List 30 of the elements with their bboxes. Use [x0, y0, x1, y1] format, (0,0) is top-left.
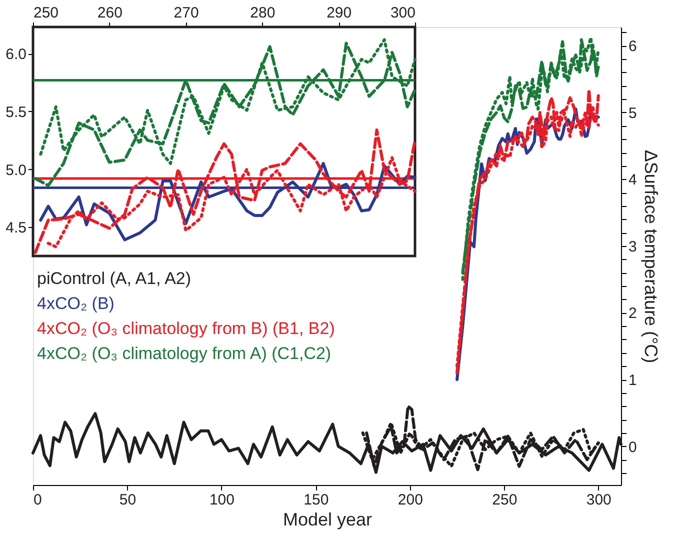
y-tick-label: 4 [628, 172, 637, 189]
y-tick-label: 2 [628, 305, 637, 322]
x-tick-label: 300 [390, 4, 416, 22]
x-tick-label: 250 [34, 4, 59, 22]
x-tick-label: 290 [326, 4, 352, 22]
x-tick-label: 150 [304, 492, 329, 508]
x-tick-label: 100 [209, 492, 234, 508]
x-tick-label: 300 [586, 492, 612, 508]
x-tick-label: 260 [97, 4, 122, 22]
y-axis-title: ΔSurface temperature (°C) [640, 150, 661, 364]
text: 4xCO₂ (O₃ climatology from A) (C1,C2) [37, 344, 332, 363]
text: piControl (A, A1, A2) [37, 269, 192, 288]
text: 4xCO₂ (B) [37, 294, 114, 313]
y-tick-label: 5.5 [6, 104, 26, 121]
text: 4xCO₂ (O₃ climatology from B) (B1, B2) [37, 319, 335, 338]
y-tick-label: 0 [628, 438, 637, 456]
y-tick-label: 5.0 [6, 162, 26, 179]
y-tick-label: 6.0 [6, 46, 26, 64]
x-tick-label: 250 [492, 492, 518, 508]
y-tick-label: 6 [628, 38, 637, 56]
x-tick-label: 200 [398, 492, 423, 508]
y-tick-label: 1 [628, 372, 637, 390]
y-tick-label: 5 [628, 104, 637, 122]
x-tick-label: 270 [174, 4, 199, 22]
x-tick-label: 280 [250, 4, 276, 22]
y-tick-label: 4.5 [6, 220, 26, 237]
x-tick-label: 0 [34, 492, 42, 508]
y-tick-label: 3 [628, 238, 637, 256]
x-tick-label: 50 [119, 492, 136, 508]
x-axis-title: Model year [282, 510, 372, 530]
